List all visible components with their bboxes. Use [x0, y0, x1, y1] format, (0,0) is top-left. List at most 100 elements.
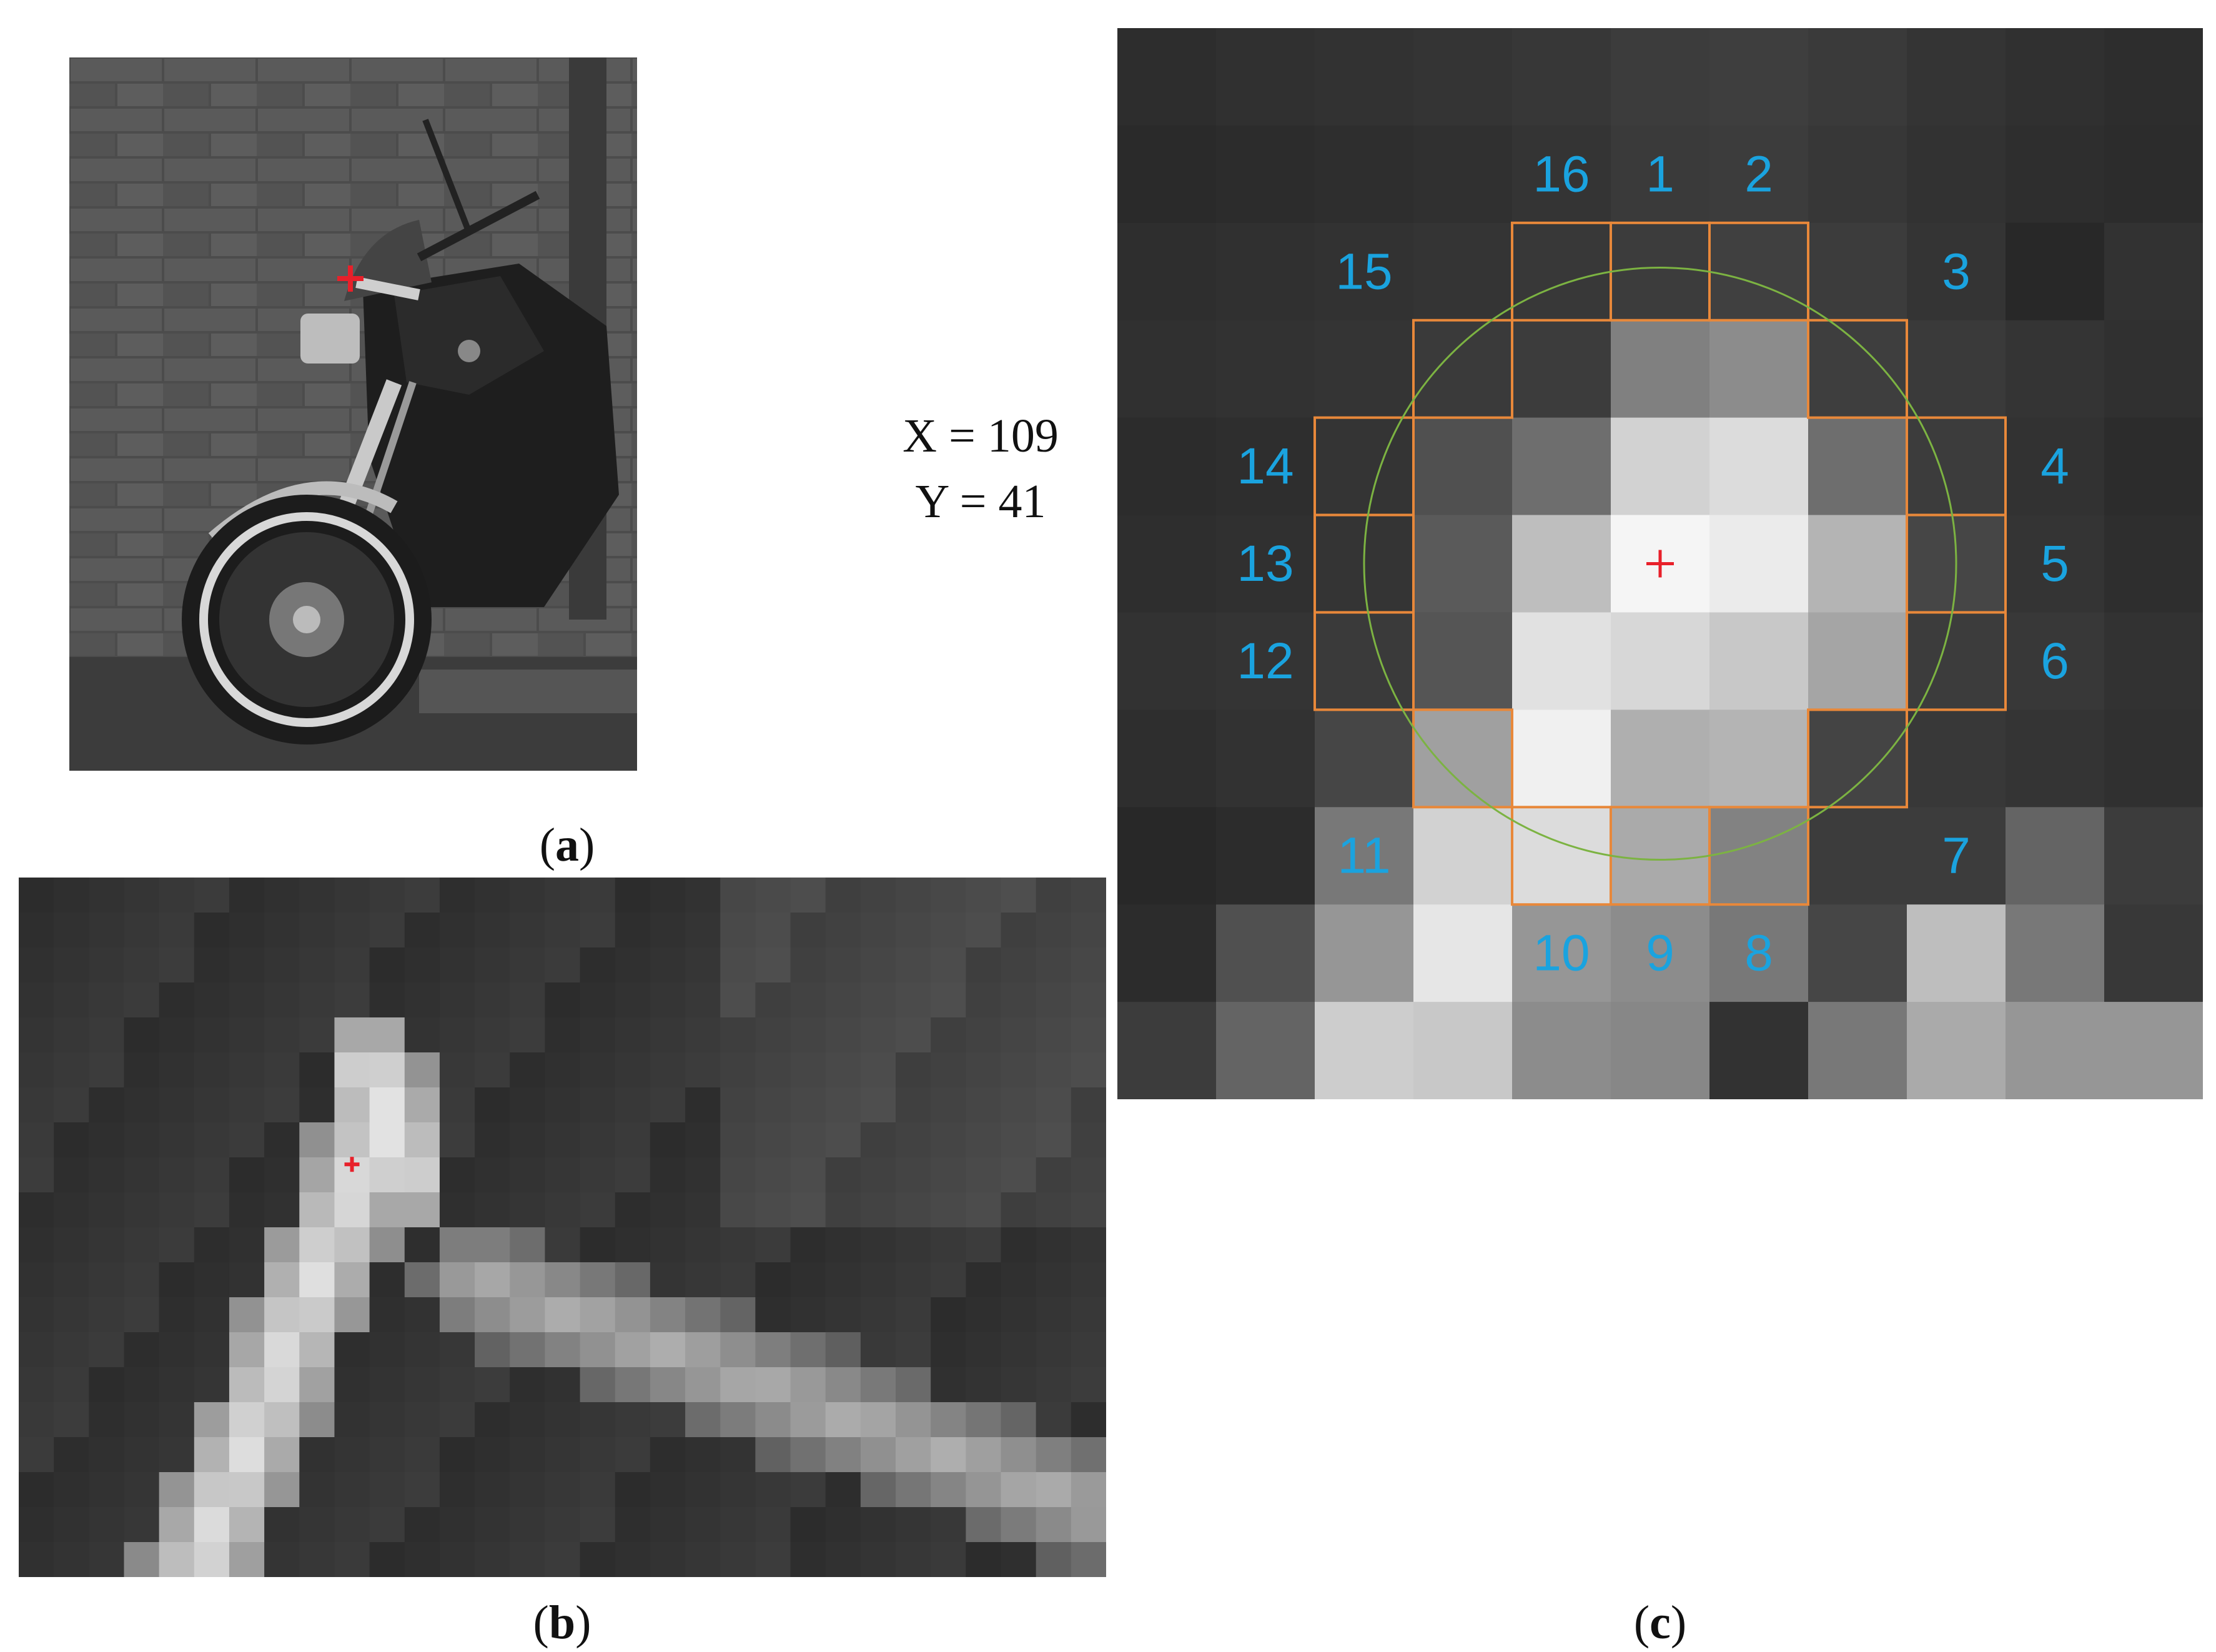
pixel-cell	[54, 1017, 89, 1053]
pixel-cell	[264, 1087, 300, 1123]
pixel-cell	[1036, 1052, 1072, 1088]
pixel-cell	[1709, 28, 1809, 126]
pixel-cell	[510, 947, 546, 983]
pixel-cell	[264, 1542, 300, 1577]
pixel-cell	[369, 1297, 405, 1333]
pixel-cell	[264, 1017, 300, 1053]
pixel-cell	[2006, 807, 2105, 905]
pixel-cell	[1071, 1262, 1106, 1298]
pixel-cell	[19, 1332, 54, 1368]
pixel-cell	[650, 878, 686, 913]
pixel-cell	[404, 1017, 440, 1053]
pixel-cell	[475, 1297, 510, 1333]
pixel-cell	[1036, 1542, 1072, 1577]
ring-point-label: 4	[2040, 438, 2069, 495]
pixel-cell	[299, 1157, 335, 1193]
pixel-cell	[124, 1542, 160, 1577]
pixel-cell	[1216, 1002, 1315, 1099]
pixel-cell	[194, 947, 230, 983]
pixel-cell	[404, 1052, 440, 1088]
pixel-cell	[299, 1472, 335, 1508]
pixel-cell	[1315, 222, 1414, 321]
pixel-cell	[194, 1157, 230, 1193]
pixel-cell	[685, 1507, 721, 1543]
pixel-cell	[2104, 28, 2203, 126]
pixel-cell	[264, 913, 300, 948]
pixel-cell	[1907, 904, 2006, 1002]
pixel-cell	[1071, 1367, 1106, 1403]
pixel-cell	[1413, 904, 1513, 1002]
pixel-cell	[615, 1367, 651, 1403]
pixel-cell	[475, 913, 510, 948]
pixel-cell	[931, 1017, 966, 1053]
pixel-cell	[510, 1472, 546, 1508]
pixel-cell	[1001, 1367, 1037, 1403]
pixel-cell	[931, 1507, 966, 1543]
pixel-cell	[825, 1052, 861, 1088]
pixel-cell	[1001, 1087, 1037, 1123]
panel-caption: (c)	[1633, 1596, 1687, 1649]
pixel-cell	[720, 1402, 756, 1438]
pixel-cell	[1071, 982, 1106, 1018]
pixel-cell	[1036, 1192, 1072, 1228]
pixel-cell	[685, 1192, 721, 1228]
pixel-cell	[790, 1122, 826, 1158]
pixel-cell	[860, 1087, 896, 1123]
pixel-cell	[334, 1402, 370, 1438]
pixel-cell	[755, 1367, 791, 1403]
pixel-cell	[54, 1157, 89, 1193]
pixel-cell	[1071, 1507, 1106, 1543]
zoomed-pixel-grid-panel	[19, 878, 1106, 1577]
pixel-cell	[334, 1297, 370, 1333]
pixel-cell	[124, 1122, 160, 1158]
pixel-cell	[650, 1437, 686, 1473]
pixel-cell	[439, 1297, 475, 1333]
keypoint-marker	[337, 265, 364, 292]
pixel-cell	[685, 1542, 721, 1577]
ring-point-label: 13	[1237, 535, 1293, 592]
pixel-cell	[545, 947, 581, 983]
ring-pixel-box	[1313, 416, 1415, 517]
pixel-cell	[896, 1017, 931, 1053]
pixel-cell	[790, 1087, 826, 1123]
pixel-cell	[1071, 1297, 1106, 1333]
pixel-cell	[159, 1262, 195, 1298]
pixel-cell	[439, 1262, 475, 1298]
pixel-cell	[1216, 612, 1315, 710]
pixel-cell	[1071, 1192, 1106, 1228]
pixel-cell	[615, 1437, 651, 1473]
pixel-cell	[1071, 1017, 1106, 1053]
pixel-cell	[475, 982, 510, 1018]
pixel-cell	[931, 1437, 966, 1473]
pixel-cell	[369, 1402, 405, 1438]
pixel-cell	[369, 947, 405, 983]
pixel-cell	[966, 1542, 1002, 1577]
pixel-cell	[1001, 1402, 1037, 1438]
pixel-cell	[1709, 904, 1809, 1002]
pixel-cell	[19, 1507, 54, 1543]
pixel-cell	[825, 1332, 861, 1368]
pixel-cell	[159, 1472, 195, 1508]
pixel-cell	[896, 1402, 931, 1438]
pixel-cell	[124, 1402, 160, 1438]
pixel-cell	[159, 1087, 195, 1123]
pixel-cell	[650, 1227, 686, 1263]
pixel-cell	[89, 1297, 125, 1333]
pixel-cell	[439, 1332, 475, 1368]
pixel-cell	[580, 1507, 616, 1543]
pixel-cell	[1036, 1157, 1072, 1193]
pixel-cell	[2006, 125, 2105, 224]
pixel-cell	[966, 1437, 1002, 1473]
pixel-cell	[2104, 515, 2203, 613]
pixel-cell	[2006, 710, 2105, 808]
pixel-cell	[229, 947, 265, 983]
pixel-cell	[1001, 1122, 1037, 1158]
pixel-cell	[931, 1332, 966, 1368]
pixel-cell	[545, 1402, 581, 1438]
pixel-cell	[755, 878, 791, 913]
pixel-cell	[19, 878, 54, 913]
pixel-cell	[194, 1402, 230, 1438]
pixel-cell	[19, 982, 54, 1018]
pixel-cell	[1413, 320, 1513, 418]
pixel-cell	[896, 1262, 931, 1298]
